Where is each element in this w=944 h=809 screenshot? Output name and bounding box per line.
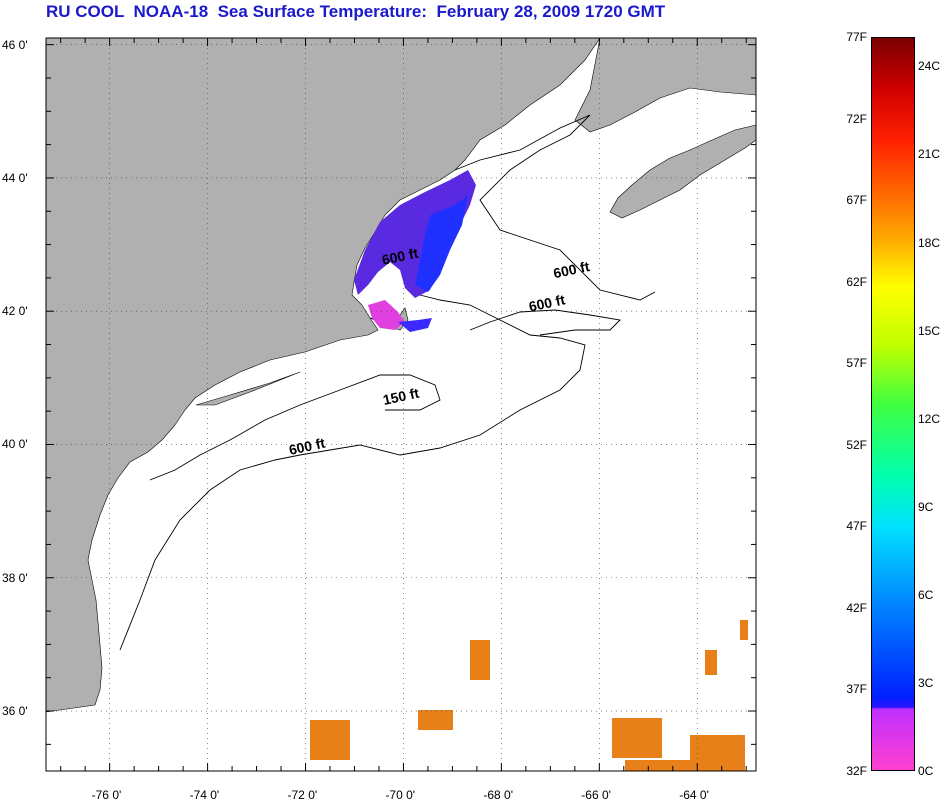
colorbar-fahrenheit-label: 37F [846, 682, 867, 697]
colorbar-fahrenheit-label: 77F [846, 30, 867, 44]
map-title: RU COOL NOAA-18 Sea Surface Temperature:… [46, 2, 666, 21]
contour-label: 600 ft [380, 245, 419, 268]
latitude-label: 38 0' [2, 570, 28, 585]
latitude-label: 44 0' [2, 170, 28, 185]
colorbar-celsius-label: 0C [918, 764, 934, 778]
colorbar-fahrenheit-label: 67F [846, 193, 867, 208]
colorbar-fahrenheit-label: 57F [846, 356, 867, 371]
sst-warm-patches [310, 620, 748, 771]
contour-label: 600 ft [287, 435, 326, 458]
longitude-label: -68 0' [483, 788, 514, 802]
colorbar-fahrenheit-label: 32F [846, 764, 867, 778]
contour-label-group: 600 ft 600 ft 600 ft 150 ft 600 ft [287, 245, 591, 458]
land-new-brunswick [574, 38, 756, 133]
colorbar-celsius-label: 12C [918, 411, 941, 426]
colorbar-celsius-label: 21C [918, 147, 941, 162]
latitude-label: 42 0' [2, 304, 28, 319]
land-nova-scotia [609, 124, 756, 219]
contour-label: 600 ft [527, 291, 566, 314]
contour-600ft-gom [454, 114, 656, 301]
bathymetry-contours [119, 114, 656, 651]
temperature-colorbar [871, 37, 915, 771]
sst-cape-cod-bay [368, 300, 405, 330]
colorbar-fahrenheit-label: 47F [846, 519, 867, 534]
sst-cold-patch [415, 195, 468, 292]
colorbar-fahrenheit-label: 42F [846, 600, 867, 615]
longitude-label: -76 0' [91, 788, 122, 802]
longitude-label: -72 0' [287, 788, 318, 802]
land-mainland [46, 38, 601, 713]
latitude-label: 40 0' [2, 437, 28, 452]
contour-600ft-shelf [119, 294, 586, 651]
colorbar-celsius-label: 24C [918, 59, 941, 74]
colorbar-celsius-label: 6C [918, 587, 934, 602]
latitude-label: 46 0' [2, 37, 28, 52]
land-long-island [195, 371, 301, 406]
colorbar-celsius-label: 18C [918, 235, 941, 250]
frame-ticks [46, 38, 756, 771]
colorbar-celsius-label: 15C [918, 323, 941, 338]
colorbar-fahrenheit-label: 62F [846, 274, 867, 289]
longitude-label: -70 0' [385, 788, 416, 802]
sst-gulf-of-maine [354, 170, 476, 298]
sst-nantucket [398, 318, 432, 332]
contour-label: 150 ft [381, 385, 420, 408]
colorbar-fahrenheit-label: 52F [846, 437, 867, 452]
contour-150ft [149, 374, 441, 481]
longitude-label: -74 0' [189, 788, 220, 802]
latitude-label: 36 0' [2, 704, 28, 719]
lat-lon-grid [46, 38, 756, 771]
map-frame [45, 37, 757, 772]
colorbar-celsius-label: 3C [918, 675, 934, 690]
contour-600ft-georges [469, 309, 621, 336]
colorbar-celsius-label: 9C [918, 499, 934, 514]
longitude-label: -64 0' [679, 788, 709, 802]
longitude-label: -66 0' [581, 788, 611, 802]
colorbar-fahrenheit-label: 72F [846, 111, 867, 126]
contour-label: 600 ft [552, 258, 591, 281]
